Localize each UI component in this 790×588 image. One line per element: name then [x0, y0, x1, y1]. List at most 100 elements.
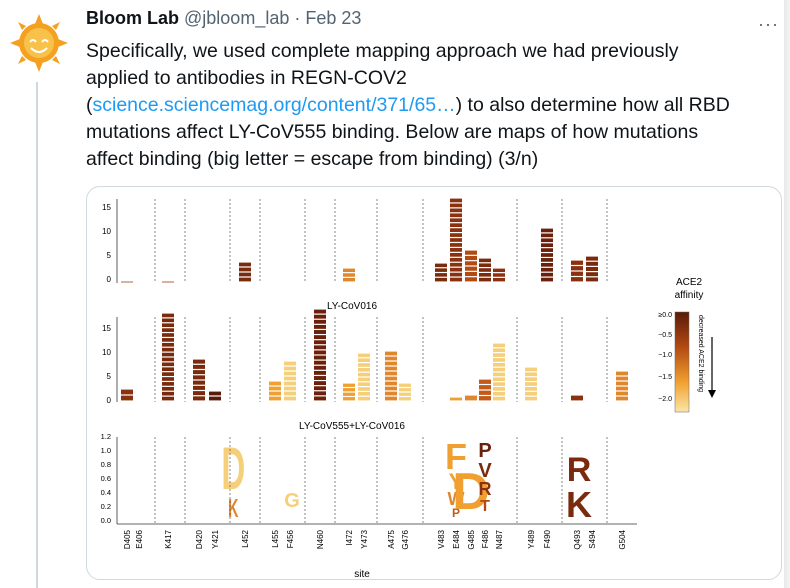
logo-letter-block: [479, 258, 491, 263]
logo-letter-block: [193, 391, 205, 396]
tweet-line: Specifically, we used complete mapping a…: [86, 40, 679, 62]
logo-letter-block: [284, 371, 296, 376]
logo-letter-block: [314, 365, 326, 370]
logo-letter-block: [314, 360, 326, 365]
logo-letter-block: [479, 277, 491, 282]
logo-letter-block: [479, 273, 491, 277]
logo-letter-block: [465, 250, 477, 255]
logo-letter-block: [479, 268, 491, 272]
logo-letter-block: [450, 262, 462, 267]
logo-letter-block: [450, 267, 462, 272]
logo-letter-block: [121, 281, 133, 283]
logo-letter: K: [228, 495, 238, 524]
logo-letter-block: [493, 396, 505, 401]
colorbar-title: ACE2: [676, 277, 703, 288]
logo-letter-block: [399, 383, 411, 387]
logo-letter-block: [385, 361, 397, 366]
logo-letter: P: [478, 440, 491, 462]
logo-letter-block: [385, 381, 397, 386]
logo-letter-block: [586, 261, 598, 266]
ytick: 0.0: [101, 516, 111, 525]
logo-letter-block: [465, 271, 477, 277]
logo-letter-block: [385, 376, 397, 381]
logo-letter-block: [162, 367, 174, 372]
logo-letter-block: [239, 272, 251, 277]
logo-letter-block: [343, 397, 355, 401]
more-options-icon[interactable]: ···: [758, 14, 779, 34]
logo-letter: D: [221, 436, 245, 503]
logo-letter-block: [358, 372, 370, 377]
tweet-line: applied to antibodies in REGN-COV2: [86, 67, 407, 89]
article-link[interactable]: science.sciencemag.org/content/371/65…: [92, 94, 456, 116]
logo-letter-block: [162, 396, 174, 401]
logo-letter-block: [450, 248, 462, 252]
colorbar-tick: −1.0: [658, 352, 672, 359]
logo-letter: K: [566, 484, 592, 525]
tweet-image[interactable]: 0 5 10 15 LY-CoV016 0 5 10 15 LY-CoV555+…: [86, 186, 782, 580]
logo-letter-block: [239, 277, 251, 282]
logo-letter-block: [616, 381, 628, 386]
logo-letter-block: [162, 281, 174, 283]
logo-letter: T: [480, 498, 490, 515]
ytick: 5: [107, 372, 112, 381]
logo-letter-block: [541, 248, 553, 252]
logo-letter-block: [358, 368, 370, 372]
logo-letter-block: [284, 386, 296, 391]
logo-letter-block: [493, 277, 505, 282]
avatar[interactable]: [8, 12, 70, 74]
logo-letter-block: [284, 361, 296, 366]
site-tick-label: F456: [286, 529, 295, 548]
tweet-date[interactable]: Feb 23: [305, 8, 362, 28]
logo-letter-block: [162, 333, 174, 337]
logo-letter-block: [479, 385, 491, 390]
logo-letter-block: [162, 372, 174, 376]
author-name[interactable]: Bloom Lab: [86, 8, 179, 28]
x-axis-label: site: [354, 569, 370, 579]
site-tick-label: N487: [495, 529, 504, 549]
ytick: 0.2: [101, 502, 111, 511]
logo-letter-block: [541, 243, 553, 248]
logo-letter-block: [239, 262, 251, 267]
logo-letter-block: [209, 396, 221, 401]
logo-letter-block: [358, 387, 370, 391]
logo-letter-block: [193, 364, 205, 369]
logo-letter-block: [479, 396, 491, 401]
author-handle[interactable]: @jbloom_lab: [184, 8, 290, 28]
logo-letter-block: [314, 381, 326, 386]
logo-letter-block: [314, 335, 326, 340]
logo-letter-block: [358, 396, 370, 401]
tweet-line: affect binding (big letter = escape from…: [86, 148, 539, 170]
logo-letter-block: [493, 377, 505, 382]
tweet-line: mutations affect LY-CoV555 binding. Belo…: [86, 121, 699, 143]
site-tick-label: A475: [387, 529, 396, 548]
panel-title: LY-CoV555+LY-CoV016: [299, 421, 405, 432]
logo-letter-block: [314, 386, 326, 391]
logo-letter-block: [269, 381, 281, 386]
logo-letter-block: [269, 386, 281, 391]
logo-letter-block: [193, 359, 205, 364]
logo-letter-block: [385, 396, 397, 401]
logo-letter-block: [541, 258, 553, 262]
logo-letter-block: [586, 256, 598, 261]
logo-letter-block: [479, 390, 491, 395]
logo-letter-block: [162, 338, 174, 342]
logo-letter-block: [399, 397, 411, 401]
logo-letter-block: [162, 377, 174, 381]
colorbar-tick: −0.5: [658, 332, 672, 339]
paren-open: (: [86, 94, 93, 116]
logo-letter-block: [493, 362, 505, 367]
logo-letter: V: [478, 460, 492, 482]
tweet-line: (science.sciencemag.org/content/371/65…)…: [86, 92, 766, 119]
logo-letter-block: [493, 358, 505, 362]
logo-letter-block: [525, 396, 537, 401]
logo-letter-block: [450, 238, 462, 242]
site-tick-label: D420: [195, 529, 204, 549]
logo-letter-block: [314, 370, 326, 375]
logo-letter-block: [385, 356, 397, 361]
logo-letter-block: [385, 351, 397, 356]
logo-letter-block: [450, 257, 462, 262]
logo-letter-block: [571, 277, 583, 282]
site-tick-label: G504: [618, 529, 627, 549]
site-tick-label: E406: [135, 529, 144, 548]
logo-letter-block: [162, 362, 174, 367]
